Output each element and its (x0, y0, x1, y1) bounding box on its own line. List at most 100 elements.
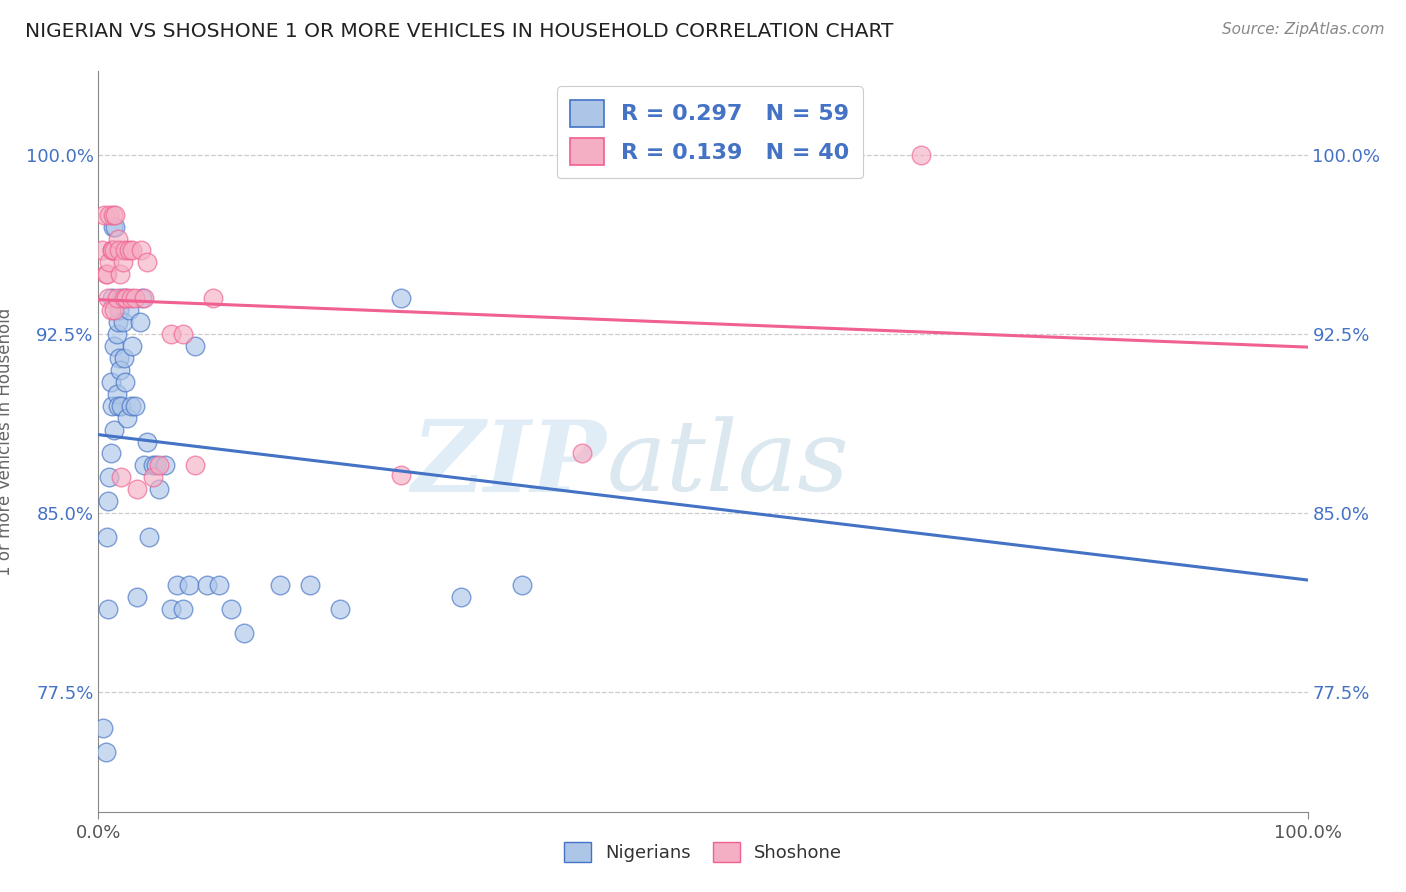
Point (115, 291, 138, 305)
Point (100, 303, 122, 318)
Point (179, 578, 201, 592)
Point (120, 291, 142, 305)
Point (389, 291, 412, 305)
Point (110, 470, 132, 484)
Point (115, 291, 138, 305)
Point (232, 625, 254, 640)
Point (100, 399, 122, 413)
Point (114, 375, 136, 389)
Point (91, 721, 114, 735)
Point (94, 268, 117, 282)
Point (103, 303, 125, 318)
Point (93, 208, 115, 222)
Point (148, 483, 170, 497)
Point (120, 399, 142, 413)
Point (118, 244, 141, 258)
Point (124, 291, 146, 305)
Point (134, 458, 156, 473)
Text: Source: ZipAtlas.com: Source: ZipAtlas.com (1222, 22, 1385, 37)
Point (108, 244, 131, 258)
Point (110, 291, 132, 305)
Point (450, 590, 472, 604)
Point (98, 470, 121, 484)
Point (105, 327, 128, 342)
Point (138, 530, 160, 544)
Point (111, 255, 134, 269)
Y-axis label: 1 or more Vehicles in Household: 1 or more Vehicles in Household (0, 308, 14, 575)
Point (160, 327, 183, 342)
Point (111, 315, 134, 329)
Point (108, 351, 131, 365)
Point (100, 375, 122, 389)
Point (96, 530, 118, 544)
Point (329, 601, 352, 615)
Point (121, 339, 143, 353)
Point (112, 291, 135, 305)
Point (172, 601, 194, 615)
Point (571, 446, 593, 460)
Point (148, 458, 170, 473)
Point (166, 578, 188, 592)
Text: atlas: atlas (606, 416, 849, 511)
Point (107, 399, 129, 413)
Point (269, 578, 291, 592)
Point (145, 458, 167, 473)
Point (202, 291, 225, 305)
Point (184, 339, 207, 353)
Point (118, 303, 141, 318)
Point (101, 244, 124, 258)
Point (107, 315, 129, 329)
Point (124, 399, 146, 413)
Point (510, 578, 533, 592)
Point (668, 148, 690, 162)
Point (97, 494, 120, 508)
Point (97, 601, 120, 615)
Point (195, 578, 218, 592)
Point (101, 219, 124, 234)
Point (108, 268, 131, 282)
Point (127, 483, 149, 497)
Point (121, 244, 143, 258)
Point (103, 423, 125, 437)
Point (160, 601, 183, 615)
Point (105, 291, 128, 305)
Point (104, 208, 127, 222)
Point (103, 339, 125, 353)
Text: NIGERIAN VS SHOSHONE 1 OR MORE VEHICLES IN HOUSEHOLD CORRELATION CHART: NIGERIAN VS SHOSHONE 1 OR MORE VEHICLES … (25, 22, 894, 41)
Point (221, 601, 243, 615)
Point (108, 363, 131, 377)
Point (128, 315, 150, 329)
Point (98, 208, 121, 222)
Point (142, 470, 165, 484)
Point (135, 434, 157, 449)
Point (131, 291, 153, 305)
Point (107, 231, 129, 245)
Point (103, 244, 125, 258)
Point (91, 244, 114, 258)
Point (172, 327, 194, 342)
Point (100, 244, 122, 258)
Point (389, 467, 412, 482)
Point (98, 255, 121, 269)
Point (129, 244, 152, 258)
Point (108, 303, 131, 318)
Point (299, 578, 322, 592)
Text: ZIP: ZIP (412, 416, 606, 512)
Point (114, 244, 136, 258)
Point (127, 590, 149, 604)
Point (142, 458, 165, 473)
Point (135, 255, 157, 269)
Point (104, 219, 127, 234)
Legend: Nigerians, Shoshone: Nigerians, Shoshone (557, 835, 849, 870)
Point (105, 386, 128, 401)
Point (153, 458, 176, 473)
Point (96, 268, 118, 282)
Point (94, 745, 117, 759)
Point (134, 291, 156, 305)
Point (117, 410, 139, 425)
Point (100, 291, 122, 305)
Point (910, 148, 932, 162)
Point (184, 458, 207, 473)
Point (101, 208, 124, 222)
Point (100, 244, 122, 258)
